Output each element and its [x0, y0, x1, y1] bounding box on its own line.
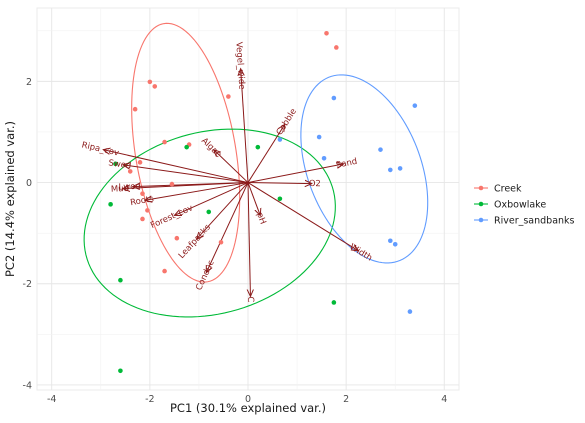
point-river_sandbanks: [397, 166, 403, 171]
loading-label: C: [245, 296, 255, 302]
point-river_sandbanks: [388, 167, 393, 173]
loading-arrow: [247, 182, 358, 251]
point-river_sandbanks: [321, 155, 327, 161]
point-creek: [137, 160, 143, 165]
point-river_sandbanks: [388, 238, 393, 244]
point-oxbowlake: [108, 202, 113, 207]
x-tick-label: -4: [47, 394, 56, 405]
point-river_sandbanks: [331, 95, 337, 101]
x-tick-label: 0: [245, 394, 251, 405]
point-creek: [140, 216, 145, 222]
point-creek: [226, 94, 231, 99]
point-oxbowlake: [118, 277, 123, 283]
legend-label: River_sandbanks: [494, 216, 575, 227]
legend-label: Oxbowlake: [494, 200, 546, 211]
loading-arrow: [247, 182, 260, 216]
y-tick-label: 2: [26, 77, 32, 88]
point-creek: [169, 181, 175, 187]
point-creek: [162, 268, 167, 274]
y-axis-title: PC2 (14.4% explained var.): [3, 121, 17, 277]
legend-key-point: [478, 185, 484, 191]
y-tick-label: 0: [26, 178, 32, 189]
point-creek: [132, 106, 138, 112]
point-oxbowlake: [331, 300, 337, 305]
point-creek: [218, 239, 224, 245]
point-creek: [145, 208, 150, 213]
point-creek: [147, 79, 153, 85]
ellipse-river_sandbanks: [300, 74, 429, 264]
point-creek: [127, 169, 133, 174]
ellipse-oxbowlake: [83, 128, 336, 318]
legend-key-point: [478, 217, 484, 223]
loading-arrow: [103, 150, 249, 184]
point-river_sandbanks: [277, 137, 283, 142]
point-creek: [174, 235, 180, 241]
loading-arrow: [247, 183, 312, 184]
point-creek: [140, 191, 145, 196]
point-creek: [324, 30, 329, 36]
loading-label: Swod: [108, 158, 132, 171]
loading-label: Roots: [130, 194, 156, 208]
loading-arrow: [123, 165, 249, 184]
loading-label: Mud: [111, 184, 130, 195]
loading-arrow: [145, 182, 249, 201]
loading-arrow: [248, 182, 250, 297]
loading-label: Lwod: [118, 182, 141, 193]
point-river_sandbanks: [378, 147, 383, 152]
point-creek: [162, 139, 167, 145]
y-tick-label: -2: [23, 279, 32, 290]
point-river_sandbanks: [392, 241, 398, 247]
loading-label: pH: [254, 211, 267, 226]
legend-label: Creek: [494, 184, 522, 195]
x-axis-title: PC1 (30.1% explained var.): [170, 401, 326, 415]
loading-arrow: [174, 182, 249, 216]
point-oxbowlake: [206, 209, 212, 215]
loading-label: Sand: [335, 157, 358, 171]
loading-arrow: [196, 182, 249, 240]
point-creek: [152, 84, 158, 89]
y-tick-label: -4: [23, 380, 32, 391]
x-tick-label: -2: [145, 394, 154, 405]
point-creek: [334, 45, 339, 50]
loading-arrows: [103, 69, 358, 297]
loading-label: O2: [309, 179, 321, 189]
loading-arrow: [241, 69, 249, 183]
data-points: [108, 30, 418, 374]
point-river_sandbanks: [316, 134, 322, 140]
point-oxbowlake: [184, 144, 189, 150]
x-tick-label: 2: [343, 394, 349, 405]
ellipse-creek: [131, 22, 241, 283]
loading-arrow: [247, 164, 344, 184]
loading-label: Vegel_wide: [233, 42, 246, 90]
loading-arrow: [133, 182, 249, 187]
point-oxbowlake: [277, 196, 283, 202]
loading-arrow: [206, 182, 249, 273]
point-oxbowlake: [113, 161, 118, 167]
point-oxbowlake: [255, 144, 261, 150]
loading-arrow: [247, 124, 285, 183]
group-ellipses: [83, 22, 429, 318]
legend: Creek Oxbowlake River_sandbanks: [474, 184, 575, 227]
point-river_sandbanks: [412, 103, 418, 108]
x-tick-label: 4: [441, 394, 447, 405]
point-oxbowlake: [118, 368, 123, 374]
point-river_sandbanks: [407, 309, 413, 314]
axis-ticks: -4 -2 0 2 4 -4 -2 0 2: [23, 77, 448, 405]
legend-key-point: [478, 201, 484, 207]
loading-arrow: [214, 150, 249, 183]
